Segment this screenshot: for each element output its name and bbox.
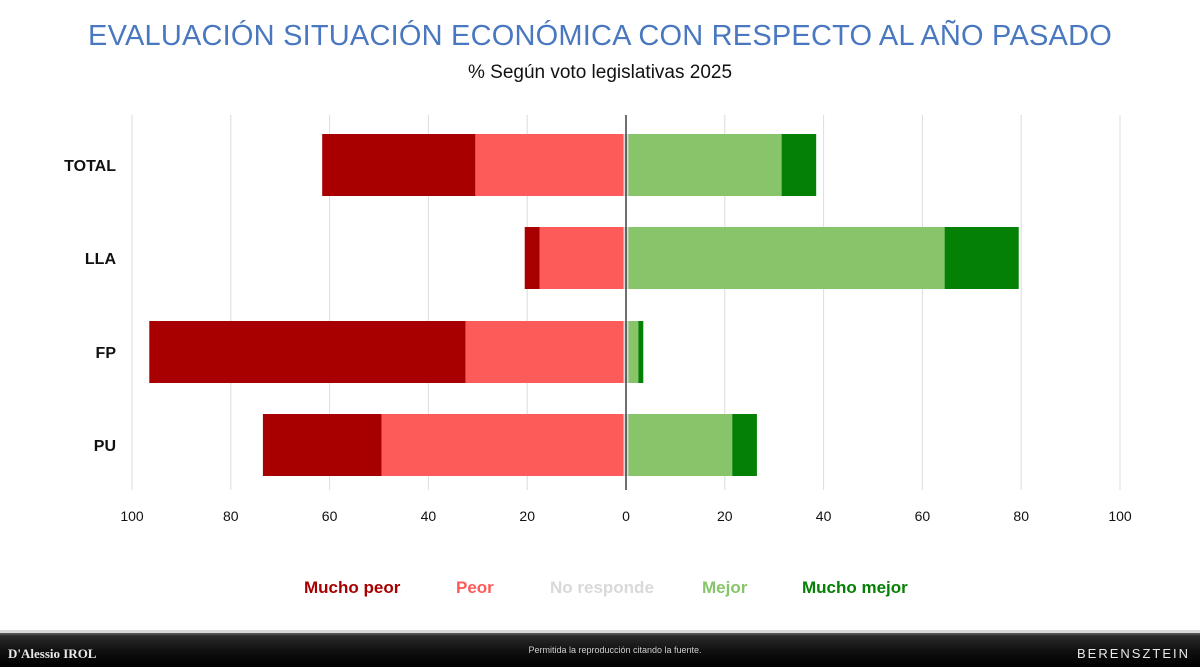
- legend-item: No responde: [550, 578, 654, 597]
- bar-segment: [732, 414, 757, 476]
- legend-item: Mejor: [702, 578, 748, 597]
- bar-segment: [475, 134, 624, 196]
- x-tick-label: 100: [1108, 508, 1132, 524]
- chart-subtitle: % Según voto legislativas 2025: [467, 62, 733, 83]
- dalessio-logo: D'Alessio IROL: [8, 646, 97, 661]
- legend-item: Peor: [456, 578, 494, 597]
- footer-separator: [0, 630, 1200, 633]
- bar-segment: [781, 134, 817, 196]
- legend-item: Mucho peor: [304, 578, 401, 597]
- bar-segment: [628, 134, 782, 196]
- category-label: PU: [94, 438, 116, 455]
- x-tick-label: 60: [915, 508, 931, 524]
- bar-segment: [944, 227, 1019, 289]
- chart-title: EVALUACIÓN SITUACIÓN ECONÓMICA CON RESPE…: [88, 20, 1112, 52]
- bar-segment: [638, 321, 644, 383]
- x-tick-label: 20: [519, 508, 535, 524]
- footer-note: Permitida la reproducción citando la fue…: [528, 645, 702, 655]
- bar-segment: [381, 414, 624, 476]
- x-tick-label: 40: [816, 508, 832, 524]
- x-tick-label: 80: [1013, 508, 1029, 524]
- category-label: LLA: [85, 251, 117, 268]
- x-tick-label: 80: [223, 508, 239, 524]
- bar-segment: [628, 227, 945, 289]
- x-tick-label: 20: [717, 508, 733, 524]
- x-tick-label: 60: [322, 508, 338, 524]
- bar-segment: [524, 227, 540, 289]
- chart-legend: Mucho peor Peor No responde Mejor Mucho mejo…: [0, 578, 1200, 602]
- diverging-bar-chart: 100 80 60 40 20 0 20 40 60 80 100 TOTAL LLA FP PU: [64, 115, 1132, 524]
- bar-segment: [539, 227, 624, 289]
- legend-item: Mucho mejor: [802, 578, 908, 597]
- bar-segment: [465, 321, 624, 383]
- bar-segment: [628, 321, 639, 383]
- berensztein-logo: BERENSZTEIN: [1076, 646, 1190, 661]
- bar-segment: [149, 321, 466, 383]
- category-label: TOTAL: [64, 158, 116, 175]
- category-label: FP: [96, 345, 117, 362]
- bar-segment: [262, 414, 382, 476]
- x-tick-label: 100: [120, 508, 144, 524]
- x-tick-label: 40: [421, 508, 437, 524]
- bar-segment: [322, 134, 476, 196]
- bar-segment: [628, 414, 733, 476]
- x-tick-label: 0: [622, 508, 630, 524]
- footer-bar: D'Alessio IROL Permitida la reproducción…: [0, 630, 1200, 667]
